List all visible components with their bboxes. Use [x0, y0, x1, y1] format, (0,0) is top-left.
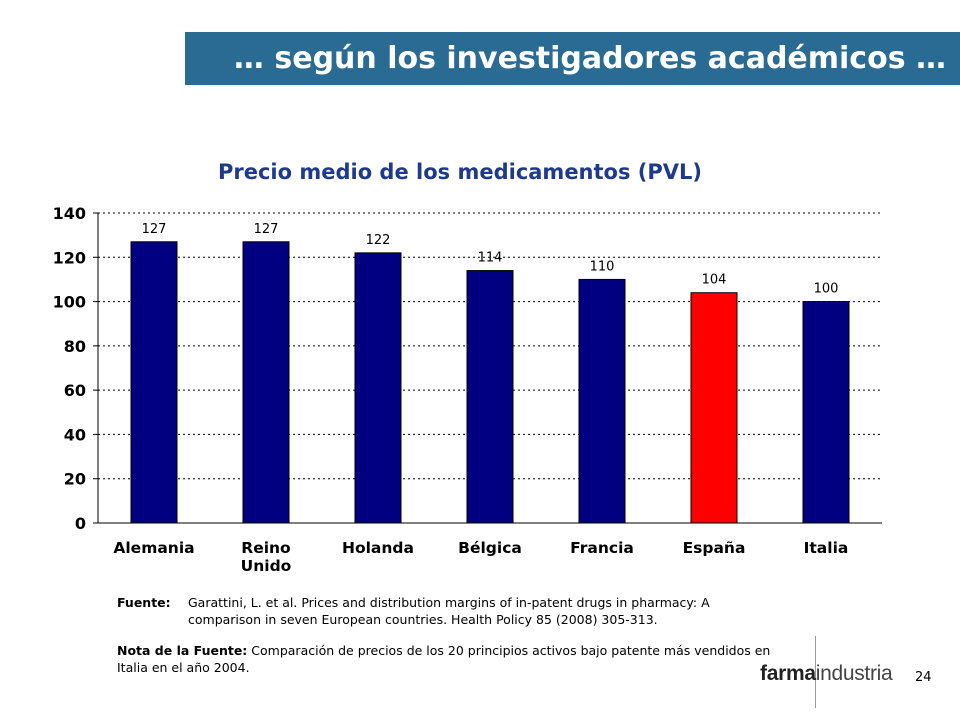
note-label: Nota de la Fuente:: [117, 643, 248, 658]
y-tick-label: 20: [64, 470, 86, 489]
source-label: Fuente:: [117, 595, 171, 610]
note-text: Comparación de precios de los 20 princip…: [117, 643, 771, 675]
data-label: 122: [366, 233, 391, 248]
y-tick-label: 80: [64, 337, 86, 356]
category-label: España: [683, 539, 746, 557]
source-line-2: comparison in seven European countries. …: [188, 612, 658, 627]
category-label: Francia: [570, 539, 634, 557]
y-tick-label: 100: [53, 293, 86, 312]
data-label: 127: [254, 222, 279, 237]
category-label: Italia: [804, 539, 849, 557]
bar: [578, 278, 626, 524]
source-block: Fuente: Garattini, L. et al. Prices and …: [117, 594, 797, 676]
category-label: Alemania: [113, 539, 194, 557]
source-line-1: Garattini, L. et al. Prices and distribu…: [188, 595, 710, 610]
bar-chart: 0 20 40 60 80 100 120 140 127 Alemania 127 ReinoUni…: [53, 204, 882, 575]
bar: [802, 301, 850, 524]
header-title: … según los investigadores académicos …: [233, 41, 946, 76]
y-tick-label: 120: [53, 248, 86, 267]
bar: [690, 292, 738, 524]
category-label: Unido: [241, 557, 292, 575]
y-tick-label: 140: [53, 204, 86, 223]
category-label: Reino: [241, 539, 290, 557]
farmaindustria-logo: farmaindustria: [760, 662, 893, 685]
bar: [466, 270, 514, 524]
data-label: 100: [814, 282, 839, 297]
header-bar: … según los investigadores académicos …: [185, 32, 960, 85]
category-label: Holanda: [342, 539, 414, 557]
data-label: 114: [478, 251, 503, 266]
category-label: Bélgica: [458, 539, 522, 557]
bar: [130, 241, 178, 524]
data-label: 110: [590, 259, 615, 274]
source-note: Nota de la Fuente: Comparación de precio…: [117, 642, 797, 676]
chart-title: Precio medio de los medicamentos (PVL): [217, 160, 703, 184]
bar: [354, 252, 402, 524]
footer-divider: [815, 636, 816, 708]
data-label: 127: [142, 222, 167, 237]
y-tick-label: 60: [64, 381, 86, 400]
data-label: 104: [702, 273, 727, 288]
y-tick-label: 40: [64, 425, 86, 444]
bar: [242, 241, 290, 524]
y-tick-label: 0: [75, 514, 86, 533]
page-number: 24: [915, 670, 932, 685]
